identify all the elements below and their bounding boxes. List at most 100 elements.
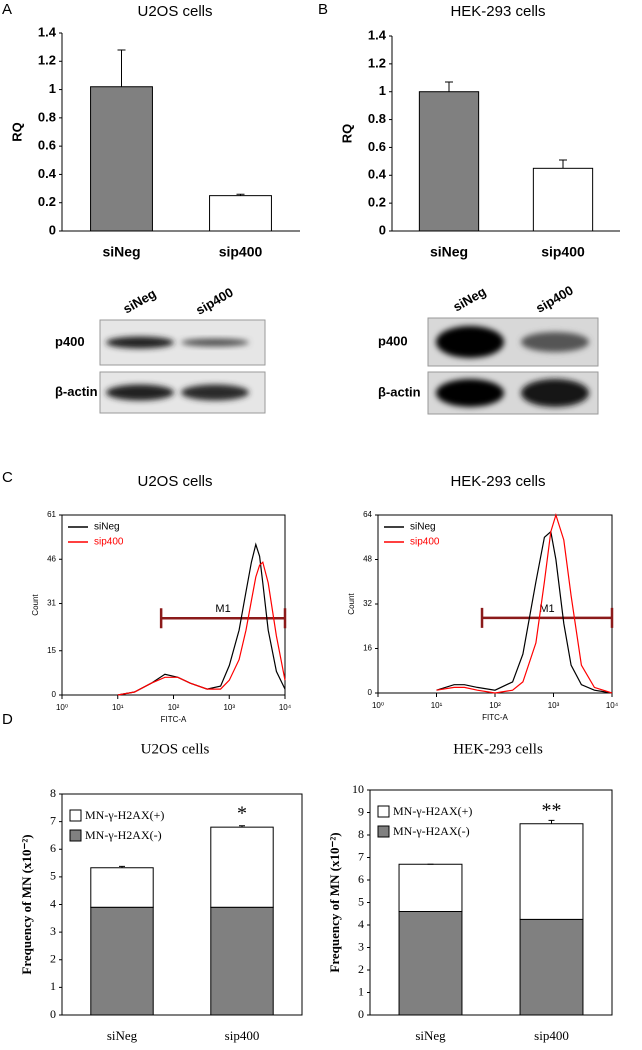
error-bar	[236, 193, 245, 196]
y-tick-label: 3	[358, 939, 364, 953]
significance: *	[237, 803, 247, 825]
x-tick-label: siNeg	[415, 1028, 446, 1043]
legend-label: sip400	[410, 537, 440, 548]
blot-band	[436, 379, 504, 407]
chart-title: U2OS cells	[137, 3, 212, 20]
y-tick-label: 61	[47, 510, 56, 519]
x-tick-label: 10⁰	[56, 703, 68, 712]
blot-band	[521, 332, 589, 352]
y-tick-label: 0.8	[368, 111, 386, 126]
y-tick-label: 1	[358, 984, 364, 998]
panel-label: C	[2, 469, 13, 486]
bar	[532, 167, 594, 232]
gate-marker	[159, 608, 287, 629]
error-bar	[559, 159, 567, 169]
bar-segment	[519, 918, 584, 1016]
x-tick-label: 10³	[548, 701, 560, 710]
x-tick-label: 10⁴	[279, 703, 292, 712]
chart-title: HEK-293 cells	[453, 741, 543, 757]
y-tick-label: 0.2	[368, 195, 386, 210]
chart-title: HEK-293 cells	[450, 3, 545, 20]
y-tick-label: 1.2	[38, 53, 56, 68]
y-tick-label: 1.2	[368, 55, 386, 70]
error-bar	[445, 81, 453, 92]
bar	[418, 91, 480, 232]
y-tick-label: 32	[363, 599, 372, 608]
y-tick-label: 4	[50, 896, 56, 910]
blot-row-label: p400	[378, 333, 408, 348]
y-tick-label: 48	[363, 555, 372, 564]
y-axis-label: Count	[347, 593, 356, 615]
legend-swatch	[69, 829, 82, 842]
chart-title: HEK-293 cells	[450, 473, 545, 490]
bar-segment	[398, 863, 463, 912]
legend-swatch	[377, 805, 390, 818]
y-tick-label: 2	[50, 952, 56, 966]
blot-row-label: β-actin	[55, 384, 98, 399]
legend-swatch	[69, 809, 82, 822]
panel-label: D	[2, 711, 13, 728]
blot-band	[521, 379, 589, 407]
bar-segment	[519, 823, 584, 920]
legend-label: sip400	[94, 537, 124, 548]
y-tick-label: 1	[49, 81, 56, 96]
chart: U2OS cells 0 1 2 3 4 5 6 7 8 Frequency of MN (x10⁻…	[19, 741, 303, 1043]
gate-label: M1	[539, 603, 554, 615]
series-line	[117, 561, 286, 696]
x-tick-label: sip400	[541, 244, 585, 260]
y-tick-label: 0.2	[38, 194, 56, 209]
gate-label: M1	[215, 603, 230, 615]
y-axis-label: Frequency of MN (x10⁻²)	[327, 832, 342, 972]
y-tick-label: 8	[358, 827, 364, 841]
y-tick-label: 4	[358, 917, 364, 931]
chart-title: U2OS cells	[137, 473, 212, 490]
y-tick-label: 0	[379, 222, 386, 237]
panel-label: A	[2, 1, 12, 18]
chart: U2OS cells 0 15 31 46 61 Count 10⁰ 10¹ 10² 10³ 10⁴ F…	[31, 473, 292, 724]
blot-row-label: p400	[55, 334, 85, 349]
y-tick-label: 0.6	[368, 139, 386, 154]
panel-label: B	[318, 1, 328, 18]
blot-band	[436, 326, 504, 358]
legend-label: siNeg	[94, 522, 120, 533]
western-blot: p400 β-actin siNeg sip400	[55, 284, 266, 414]
y-tick-label: 1.4	[38, 24, 57, 39]
x-tick-label: 10¹	[431, 701, 443, 710]
chart: HEK-293 cells 0 0.2 0.4 0.6 0.8 1 1.2 1.4 RQ siNeg…	[339, 3, 620, 260]
blot-band	[106, 384, 174, 401]
gate-marker	[480, 607, 614, 628]
chart: U2OS cells 0 0.2 0.4 0.6 0.8 1 1.2 1.4 RQ siNeg sip…	[9, 3, 300, 260]
y-tick-label: 0	[49, 222, 56, 237]
error-bar	[239, 825, 245, 828]
y-tick-label: 6	[50, 841, 56, 855]
series-line	[117, 542, 286, 696]
error-bar	[117, 49, 126, 87]
x-tick-label: siNeg	[102, 244, 140, 260]
y-tick-label: 0.4	[38, 166, 57, 181]
x-tick-label: 10²	[489, 701, 501, 710]
bar-segment	[90, 906, 154, 1016]
y-tick-label: 10	[352, 782, 364, 796]
blot-lane-label: siNeg	[120, 286, 158, 317]
legend-label: MN-γ-H2AX(+)	[85, 808, 164, 822]
y-axis-label: Frequency of MN (x10⁻²)	[19, 834, 34, 974]
x-tick-label: 10²	[168, 703, 180, 712]
error-bar	[119, 865, 125, 868]
series-line	[436, 530, 613, 694]
significance: **	[542, 799, 562, 821]
bar-segment	[90, 867, 154, 908]
y-axis-label: RQ	[9, 122, 24, 142]
plot-frame	[369, 789, 613, 1016]
western-blot: p400 β-actin siNeg sip400	[378, 282, 599, 415]
y-tick-label: 6	[358, 872, 364, 886]
y-tick-label: 46	[47, 554, 56, 563]
y-tick-label: 0.4	[368, 167, 387, 182]
blot-lane-label: siNeg	[450, 284, 488, 315]
blot-lane-label: sip400	[193, 284, 236, 317]
plot-frame	[61, 793, 303, 1016]
legend-label: siNeg	[410, 522, 436, 533]
y-tick-label: 0	[50, 1007, 56, 1021]
series-line	[436, 512, 613, 694]
x-tick-label: sip400	[225, 1028, 260, 1043]
